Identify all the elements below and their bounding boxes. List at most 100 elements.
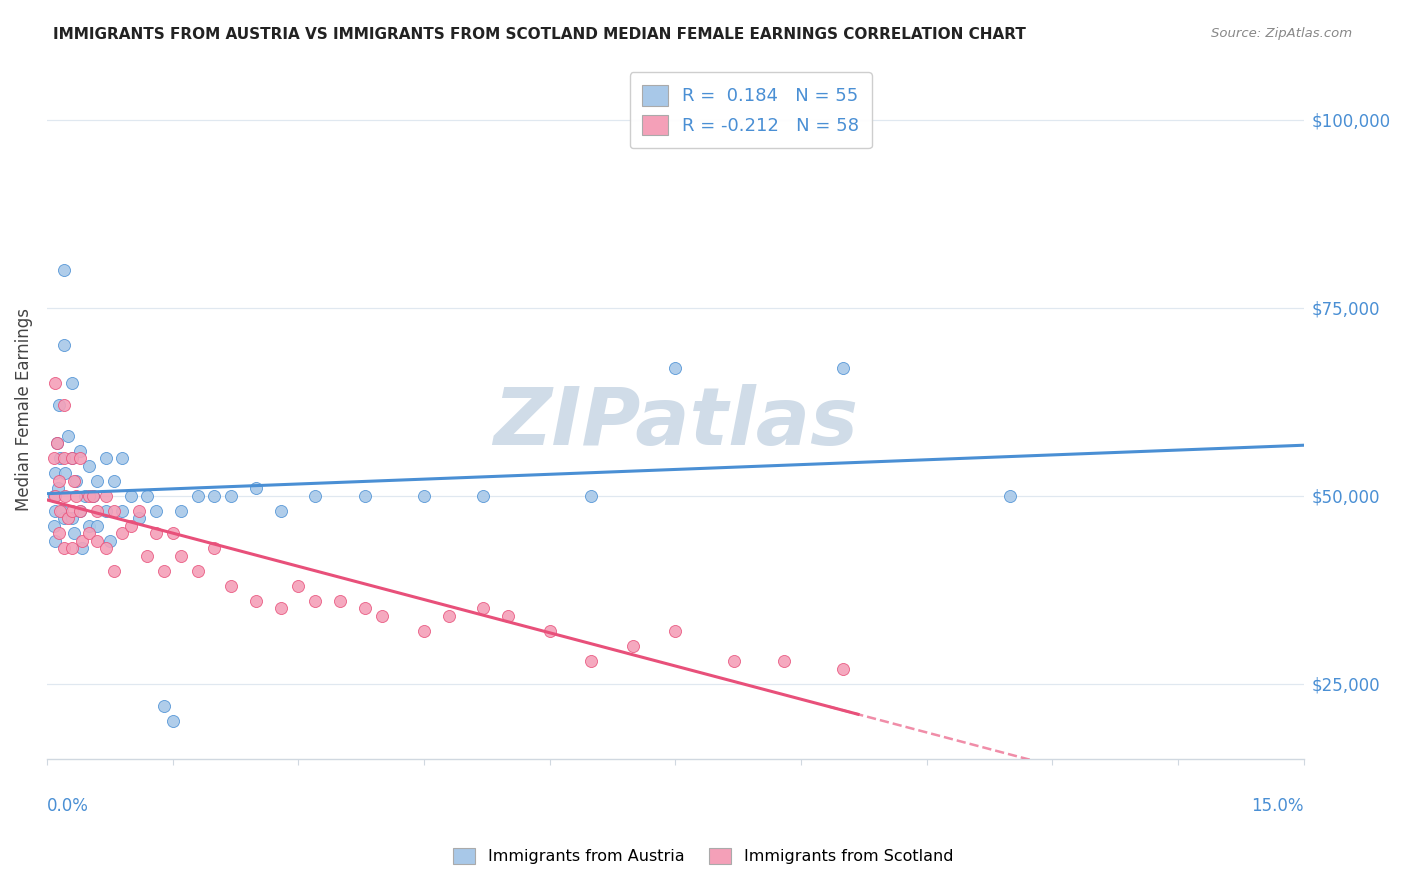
Text: 0.0%: 0.0% — [46, 797, 89, 815]
Point — [62, 474, 84, 488]
Point — [304, 594, 326, 608]
Point — [371, 609, 394, 624]
Point — [52, 511, 75, 525]
Point — [44, 518, 66, 533]
Point — [44, 466, 66, 480]
Point — [52, 399, 75, 413]
Point — [120, 489, 142, 503]
Point — [52, 263, 75, 277]
Text: IMMIGRANTS FROM AUSTRIA VS IMMIGRANTS FROM SCOTLAND MEDIAN FEMALE EARNINGS CORRE: IMMIGRANTS FROM AUSTRIA VS IMMIGRANTS FR… — [53, 27, 1026, 42]
Point — [60, 511, 83, 525]
Point — [581, 489, 603, 503]
Point — [219, 579, 242, 593]
Point — [60, 451, 83, 466]
Point — [412, 624, 434, 638]
Point — [44, 504, 66, 518]
Point — [60, 451, 83, 466]
Point — [77, 458, 100, 473]
Point — [56, 511, 79, 525]
Point — [111, 526, 134, 541]
Point — [45, 436, 67, 450]
Point — [120, 518, 142, 533]
Point — [723, 654, 745, 668]
Point — [496, 609, 519, 624]
Point — [94, 541, 117, 556]
Point — [103, 504, 125, 518]
Point — [128, 511, 150, 525]
Point — [44, 376, 66, 390]
Text: ZIPatlas: ZIPatlas — [492, 384, 858, 462]
Point — [471, 601, 494, 615]
Point — [329, 594, 352, 608]
Point — [136, 549, 159, 563]
Point — [187, 489, 209, 503]
Point — [162, 526, 184, 541]
Point — [354, 489, 377, 503]
Point — [69, 504, 91, 518]
Point — [136, 489, 159, 503]
Point — [60, 376, 83, 390]
Point — [48, 474, 70, 488]
Point — [77, 526, 100, 541]
Point — [53, 489, 76, 503]
Point — [44, 533, 66, 548]
Point — [82, 489, 104, 503]
Point — [437, 609, 460, 624]
Point — [49, 451, 72, 466]
Point — [42, 489, 65, 503]
Point — [44, 489, 66, 503]
Point — [170, 504, 193, 518]
Point — [82, 489, 104, 503]
Point — [412, 489, 434, 503]
Point — [245, 481, 267, 495]
Point — [128, 504, 150, 518]
Point — [153, 699, 176, 714]
Point — [111, 504, 134, 518]
Point — [270, 601, 292, 615]
Point — [70, 533, 93, 548]
Point — [204, 541, 226, 556]
Point — [56, 428, 79, 442]
Point — [94, 489, 117, 503]
Point — [219, 489, 242, 503]
Point — [46, 481, 69, 495]
Point — [77, 489, 100, 503]
Point — [86, 474, 108, 488]
Point — [51, 504, 73, 518]
Point — [94, 504, 117, 518]
Point — [153, 564, 176, 578]
Point — [86, 504, 108, 518]
Point — [52, 338, 75, 352]
Point — [831, 360, 853, 375]
Point — [773, 654, 796, 668]
Point — [49, 504, 72, 518]
Point — [170, 549, 193, 563]
Point — [664, 360, 686, 375]
Point — [621, 639, 644, 653]
Point — [354, 601, 377, 615]
Point — [111, 451, 134, 466]
Point — [73, 489, 96, 503]
Point — [538, 624, 561, 638]
Point — [65, 474, 87, 488]
Point — [86, 533, 108, 548]
Point — [52, 451, 75, 466]
Point — [831, 662, 853, 676]
Point — [77, 518, 100, 533]
Point — [69, 443, 91, 458]
Point — [304, 489, 326, 503]
Point — [48, 526, 70, 541]
Y-axis label: Median Female Earnings: Median Female Earnings — [15, 308, 32, 511]
Point — [664, 624, 686, 638]
Point — [471, 489, 494, 503]
Point — [287, 579, 309, 593]
Point — [145, 504, 167, 518]
Point — [52, 541, 75, 556]
Legend: R =  0.184   N = 55, R = -0.212   N = 58: R = 0.184 N = 55, R = -0.212 N = 58 — [630, 72, 872, 148]
Point — [48, 399, 70, 413]
Point — [98, 533, 121, 548]
Text: Source: ZipAtlas.com: Source: ZipAtlas.com — [1212, 27, 1353, 40]
Point — [65, 489, 87, 503]
Point — [62, 526, 84, 541]
Point — [60, 504, 83, 518]
